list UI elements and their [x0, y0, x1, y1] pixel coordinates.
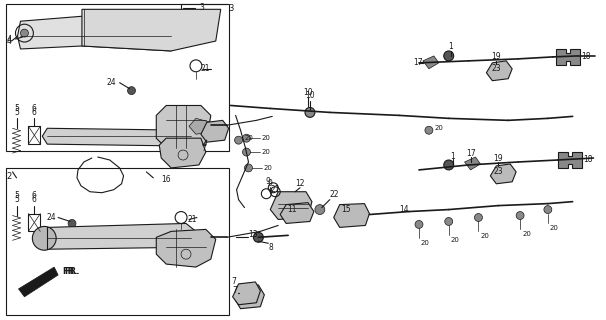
Text: 19: 19 [493, 154, 503, 163]
Bar [28, 126, 41, 144]
Text: 20: 20 [435, 125, 444, 131]
Text: 5: 5 [14, 191, 19, 200]
Circle shape [242, 134, 250, 142]
Text: 24: 24 [107, 78, 116, 87]
Text: 10: 10 [305, 91, 315, 100]
Text: 17: 17 [413, 58, 422, 67]
Circle shape [235, 136, 242, 144]
Bar [5, 4, 228, 151]
Text: 19: 19 [491, 52, 501, 61]
Circle shape [445, 218, 453, 225]
Text: 6: 6 [32, 104, 37, 113]
Circle shape [544, 206, 552, 213]
Text: FR.: FR. [64, 267, 79, 276]
Text: 22: 22 [330, 190, 339, 199]
Polygon shape [490, 164, 516, 184]
Polygon shape [280, 203, 314, 223]
Polygon shape [156, 229, 216, 267]
Polygon shape [156, 106, 211, 148]
Text: 20: 20 [481, 233, 489, 239]
Text: 6: 6 [32, 191, 37, 200]
Text: 12: 12 [295, 179, 305, 188]
Text: 4: 4 [7, 36, 12, 45]
Text: 6: 6 [32, 108, 37, 117]
Circle shape [474, 213, 482, 221]
Polygon shape [558, 152, 582, 168]
Bar [28, 213, 41, 231]
Text: 9: 9 [265, 177, 270, 186]
Text: 24: 24 [46, 213, 56, 222]
Text: 1: 1 [450, 152, 455, 161]
Circle shape [444, 160, 454, 170]
Text: 18: 18 [582, 52, 591, 61]
Text: 7: 7 [231, 277, 236, 286]
Text: 17: 17 [467, 148, 476, 157]
Polygon shape [38, 223, 196, 249]
Circle shape [21, 29, 28, 37]
Text: 23: 23 [491, 64, 501, 73]
Polygon shape [42, 128, 196, 146]
Text: 16: 16 [161, 175, 171, 184]
Text: 3: 3 [228, 4, 234, 13]
Text: 23: 23 [493, 167, 503, 176]
Polygon shape [465, 157, 481, 170]
Polygon shape [189, 118, 211, 134]
Circle shape [315, 204, 325, 214]
Text: 20: 20 [451, 237, 459, 243]
Text: 5: 5 [14, 108, 19, 117]
Polygon shape [270, 192, 312, 220]
Text: 21: 21 [270, 185, 280, 194]
Text: 6: 6 [32, 195, 37, 204]
Text: FR.: FR. [62, 267, 78, 276]
Bar [5, 168, 228, 315]
Text: 9: 9 [268, 179, 273, 188]
Polygon shape [423, 56, 439, 69]
Circle shape [32, 227, 56, 250]
Text: 8: 8 [268, 243, 273, 252]
Text: 20: 20 [244, 135, 253, 141]
Text: 13: 13 [248, 230, 258, 239]
Text: 20: 20 [421, 240, 430, 246]
Text: 4: 4 [7, 35, 12, 44]
Text: 18: 18 [584, 156, 593, 164]
Polygon shape [487, 61, 512, 81]
Polygon shape [235, 285, 264, 309]
Text: 7: 7 [201, 144, 206, 153]
Polygon shape [82, 9, 221, 51]
Text: 20: 20 [264, 165, 272, 171]
Circle shape [253, 232, 264, 242]
Polygon shape [201, 120, 228, 142]
Text: 2: 2 [7, 172, 12, 181]
Text: 1: 1 [448, 43, 453, 52]
Circle shape [244, 164, 253, 172]
Circle shape [127, 87, 136, 95]
Text: 15: 15 [341, 205, 350, 214]
Circle shape [415, 220, 423, 228]
Text: 3: 3 [199, 3, 204, 12]
Text: 5: 5 [14, 195, 19, 204]
Polygon shape [334, 204, 370, 228]
Polygon shape [159, 138, 206, 168]
Text: 20: 20 [522, 231, 531, 237]
Circle shape [425, 126, 433, 134]
Polygon shape [556, 49, 579, 65]
Text: 21: 21 [187, 215, 196, 224]
Polygon shape [233, 282, 261, 305]
Text: 20: 20 [261, 135, 270, 141]
Text: 5: 5 [14, 104, 19, 113]
Circle shape [516, 212, 524, 220]
Text: 10: 10 [303, 88, 313, 97]
Text: 20: 20 [550, 225, 559, 231]
Circle shape [242, 148, 250, 156]
Circle shape [444, 51, 454, 61]
Text: 21: 21 [201, 64, 210, 73]
Polygon shape [19, 267, 58, 297]
Text: 7: 7 [233, 286, 238, 295]
Circle shape [305, 108, 315, 117]
Polygon shape [18, 16, 176, 51]
Text: 20: 20 [261, 149, 270, 155]
Text: 14: 14 [399, 205, 409, 214]
Circle shape [68, 220, 76, 228]
Text: 11: 11 [287, 205, 297, 214]
